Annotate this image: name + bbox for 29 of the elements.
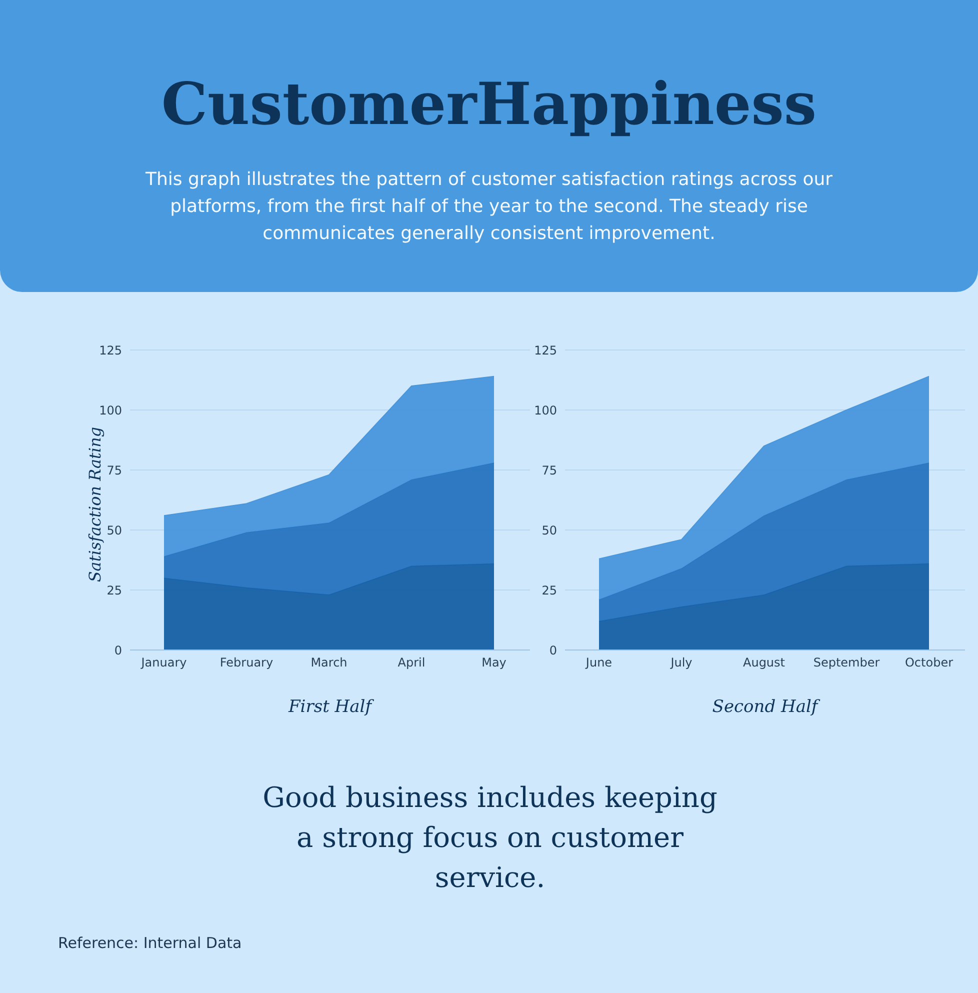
text: Good business includes keeping a strong focus on customer service. [262,780,718,896]
y-tick-label: 100 [534,403,557,418]
y-tick-label: 0 [549,643,557,658]
y-tick-label: 75 [542,463,557,478]
x-tick-label: May [482,656,506,670]
x-axis-title: First Half [287,697,375,717]
y-tick-label: 0 [114,643,122,658]
x-tick-label: April [398,656,426,670]
y-tick-label: 25 [542,583,557,598]
x-tick-label: September [813,656,880,670]
x-tick-label: August [743,656,786,670]
x-tick-label: March [310,656,348,670]
x-axis-title: Second Half [711,697,822,717]
x-tick-label: October [904,656,954,670]
y-tick-label: 100 [99,403,122,418]
y-tick-label: 50 [106,523,122,538]
x-tick-label: June [584,656,612,670]
y-axis-title: Satisfaction Rating [86,426,104,582]
y-tick-label: 25 [106,583,122,598]
text: Reference: Internal Data [58,934,242,952]
y-tick-label: 75 [106,463,122,478]
y-tick-label: 50 [542,523,557,538]
x-tick-label: January [140,656,187,670]
chart-title: CustomerHappiness [160,70,818,138]
y-tick-label: 125 [99,343,122,358]
x-tick-label: July [670,656,692,670]
y-tick-label: 125 [534,343,557,358]
chart-subtitle: This graph illustrates the pattern of customer satisfaction ratings across our platforms, from the first half of the year to the second. The steady rise communicates generally consistent improvement. [144,168,834,246]
x-tick-label: February [220,656,274,670]
